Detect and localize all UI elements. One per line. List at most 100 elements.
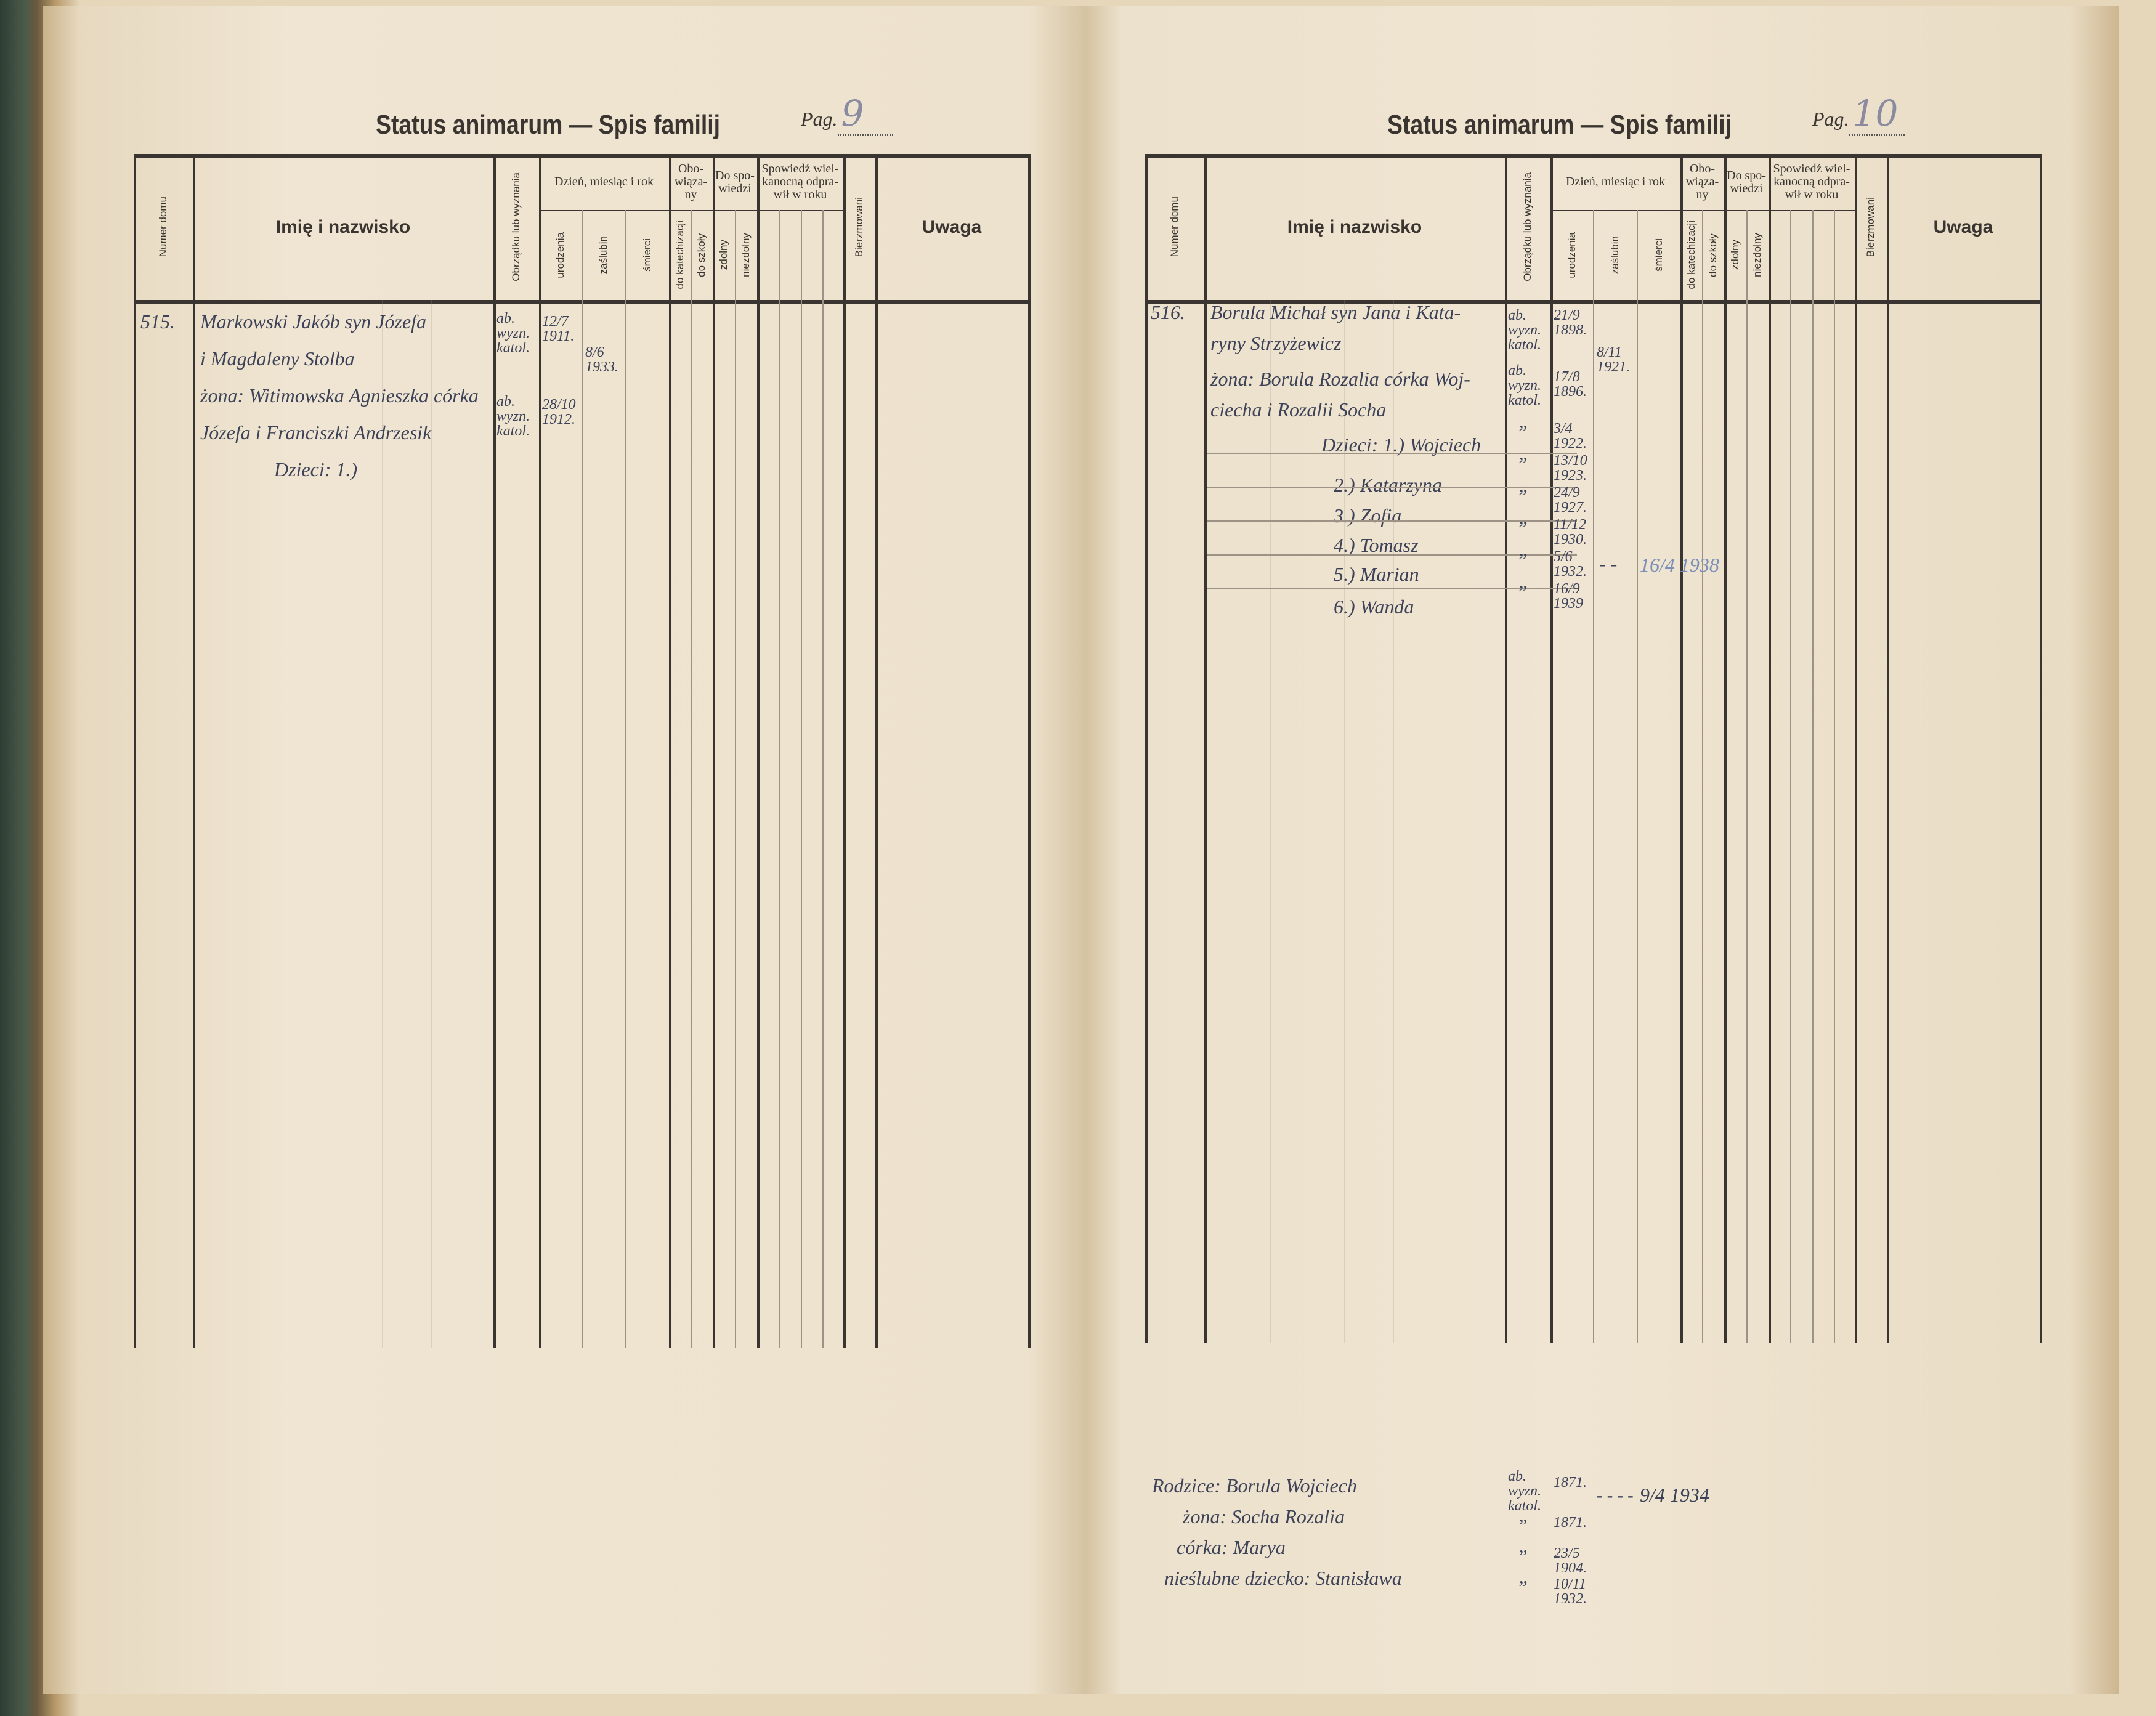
marriage-date: 8/11 1921. bbox=[1597, 344, 1630, 375]
faint-rule bbox=[1393, 300, 1394, 1343]
column-rule bbox=[493, 154, 496, 1348]
column-rule bbox=[757, 154, 760, 1348]
child-separator bbox=[1207, 453, 1577, 454]
house-number: 516. bbox=[1151, 301, 1185, 323]
ditto-mark: ” bbox=[1517, 485, 1528, 507]
child-name: 3.) Zofia bbox=[1334, 504, 1402, 527]
faint-rule bbox=[431, 300, 432, 1348]
header-numer-domu: Numer domu bbox=[157, 196, 169, 257]
table-top-rule bbox=[134, 154, 1028, 158]
column-rule bbox=[539, 154, 541, 1348]
entry-line: Borula Michał syn Jana i Kata- bbox=[1210, 301, 1461, 323]
birth-date: 23/5 1904. bbox=[1554, 1545, 1587, 1576]
ditto-mark: ” bbox=[1517, 581, 1528, 603]
child-name: 2.) Katarzyna bbox=[1334, 474, 1442, 496]
child-name: 5.) Marian bbox=[1334, 563, 1419, 585]
ditto-mark: ” bbox=[1517, 1576, 1528, 1598]
marriage-date: 8/6 1933. bbox=[585, 344, 618, 375]
header-dzien-miesiac-rok: Dzień, miesiąc i rok bbox=[1565, 175, 1666, 188]
parent-line: córka: Marya bbox=[1177, 1536, 1286, 1558]
header-obrzadku: Obrządku lub wyznania bbox=[510, 172, 522, 281]
header-do-szkoly: do szkoły bbox=[695, 233, 708, 277]
page-title: Status animarum — Spis familij bbox=[376, 110, 721, 140]
faint-rule bbox=[1270, 300, 1271, 1343]
column-rule bbox=[1550, 154, 1553, 1343]
rite-cell: ab. wyzn. katol. bbox=[1508, 307, 1541, 353]
death-date: 9/4 1934 bbox=[1640, 1484, 1709, 1506]
child-name: 4.) Tomasz bbox=[1334, 534, 1419, 556]
entry-line: i Magdaleny Stolba bbox=[200, 347, 355, 370]
child-separator bbox=[1207, 487, 1577, 488]
page-number: 9 bbox=[841, 92, 864, 134]
ditto-mark: ” bbox=[1517, 549, 1528, 571]
header-dzien-miesiac-rok: Dzień, miesiąc i rok bbox=[554, 175, 654, 188]
rite-cell: ab. wyzn. katol. bbox=[1508, 1468, 1541, 1514]
header-urodzenia: urodzenia bbox=[554, 232, 566, 278]
column-rule bbox=[1637, 210, 1638, 1343]
subheader-rule bbox=[757, 210, 843, 211]
birth-date: 16/9 1939 bbox=[1554, 581, 1583, 612]
birth-date: 10/11 1932. bbox=[1554, 1576, 1587, 1607]
header-obowiazany: Obo- wiąza- ny bbox=[1685, 162, 1719, 201]
column-rule bbox=[134, 154, 136, 1348]
column-rule bbox=[1145, 154, 1148, 1343]
column-rule bbox=[779, 210, 780, 1348]
header-spowiedz-wielkanocna: Spowiedź wiel- kanocną odpra- wił w roku bbox=[761, 162, 839, 201]
header-niezdolny: niezdolny bbox=[740, 233, 752, 277]
column-rule bbox=[1746, 210, 1748, 1343]
column-rule bbox=[1769, 154, 1771, 1343]
header-do-spowiedzi: Do spo- wiedzi bbox=[1727, 168, 1766, 195]
faint-rule bbox=[382, 300, 383, 1348]
header-do-szkoly: do szkoły bbox=[1707, 233, 1719, 277]
header-niezdolny: niezdolny bbox=[1751, 233, 1764, 277]
column-rule bbox=[1834, 210, 1835, 1343]
page-number-label: Pag. 9 bbox=[801, 92, 893, 136]
table-top-rule bbox=[1145, 154, 2040, 158]
column-rule bbox=[193, 154, 195, 1348]
header-imie-nazwisko: Imię i nazwisko bbox=[275, 216, 411, 237]
column-rule bbox=[2040, 154, 2042, 1343]
header-zdolny: zdolny bbox=[718, 240, 730, 270]
child-separator bbox=[1207, 588, 1577, 589]
dash-mark: - - bbox=[1599, 552, 1618, 575]
entry-line: Markowski Jakób syn Józefa bbox=[200, 310, 427, 333]
entry-line: Dzieci: 1.) bbox=[274, 458, 358, 480]
header-bottom-rule bbox=[134, 300, 1028, 304]
parent-line: nieślubne dziecko: Stanisława bbox=[1164, 1567, 1402, 1589]
birth-date: 3/4 1922. bbox=[1554, 421, 1587, 451]
column-rule bbox=[1702, 210, 1703, 1343]
column-rule bbox=[1204, 154, 1207, 1343]
ditto-mark: ” bbox=[1517, 453, 1528, 475]
parent-line: żona: Socha Rozalia bbox=[1183, 1505, 1345, 1528]
column-rule bbox=[1887, 154, 1889, 1343]
header-zaslubin: zaślubin bbox=[597, 235, 609, 275]
subheader-rule bbox=[1550, 210, 1680, 211]
birth-date: 1871. bbox=[1554, 1515, 1587, 1531]
column-rule bbox=[1593, 210, 1594, 1343]
birth-date: 11/12 1930. bbox=[1554, 517, 1587, 548]
header-urodzenia: urodzenia bbox=[1565, 232, 1578, 278]
page-title: Status animarum — Spis familij bbox=[1387, 110, 1732, 140]
left-page bbox=[43, 6, 1084, 1694]
header-bottom-rule bbox=[1145, 300, 2040, 304]
header-uwaga: Uwaga bbox=[1933, 216, 1993, 237]
column-rule bbox=[875, 154, 878, 1348]
ditto-mark: ” bbox=[1517, 1545, 1528, 1568]
rite-cell: ab. wyzn. katol. bbox=[496, 394, 530, 439]
column-rule bbox=[691, 210, 692, 1348]
header-numer-domu: Numer domu bbox=[1169, 196, 1181, 257]
header-zaslubin: zaślubin bbox=[1608, 235, 1621, 275]
page-number: 10 bbox=[1852, 92, 1899, 134]
header-obrzadku: Obrządku lub wyznania bbox=[1522, 172, 1534, 281]
column-rule bbox=[822, 210, 824, 1348]
column-rule bbox=[843, 154, 846, 1348]
header-do-spowiedzi: Do spo- wiedzi bbox=[715, 168, 755, 195]
header-obowiazany: Obo- wiąza- ny bbox=[674, 162, 708, 201]
header-do-katechizacji: do katechizacji bbox=[1685, 221, 1697, 289]
death-date: 16/4 1938 bbox=[1640, 554, 1719, 576]
parent-line: Rodzice: Borula Wojciech bbox=[1152, 1475, 1357, 1497]
header-spowiedz-wielkanocna: Spowiedź wiel- kanocną odpra- wił w roku bbox=[1773, 162, 1850, 201]
dash-mark: - - - - bbox=[1597, 1484, 1634, 1506]
column-rule bbox=[1790, 210, 1791, 1343]
entry-line: ryny Strzyżewicz bbox=[1210, 332, 1342, 354]
